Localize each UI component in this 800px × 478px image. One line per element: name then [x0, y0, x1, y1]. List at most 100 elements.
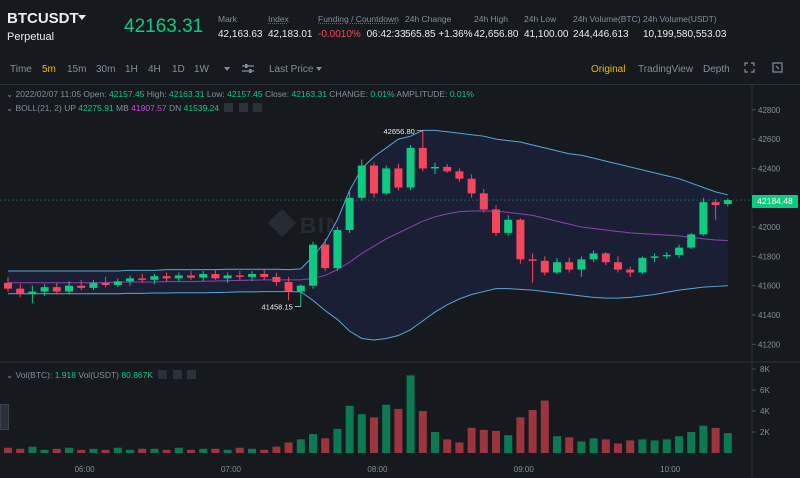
fullscreen-icon[interactable] — [772, 62, 783, 76]
boll-dn-line — [8, 285, 728, 341]
candle-body — [723, 200, 732, 205]
volume-tick-label: 6K — [760, 386, 770, 395]
volume-bar — [638, 439, 647, 453]
price-type-select[interactable]: Last Price — [269, 64, 323, 75]
vol-visibility-icon[interactable] — [158, 370, 168, 379]
boll-close-icon[interactable] — [253, 103, 263, 112]
interval-1w[interactable]: 1W — [194, 64, 209, 75]
stat-value: 42,183.01 — [268, 29, 313, 40]
sidebar-toggle-handle[interactable] — [0, 404, 9, 430]
boll-label: BOLL(21, 2) — [15, 103, 62, 113]
view-tradingview[interactable]: TradingView — [638, 64, 694, 75]
last-price: 42163.31 — [124, 16, 204, 37]
candle-body — [284, 282, 293, 292]
candle-body — [443, 166, 452, 172]
candle-body — [235, 275, 244, 277]
candle-body — [614, 262, 622, 270]
price-tick-label: 42000 — [758, 223, 781, 232]
interval-4h[interactable]: 4H — [148, 64, 161, 75]
interval-1d[interactable]: 1D — [172, 64, 185, 75]
volume-bar — [431, 432, 439, 453]
candle-body — [321, 244, 330, 269]
candle-body — [626, 269, 635, 273]
volume-bar — [345, 405, 354, 453]
stat-label[interactable]: Index — [268, 14, 289, 24]
price-tick-label: 41200 — [758, 340, 781, 349]
candle-body — [272, 276, 281, 283]
vol-btc-value: 1.918 — [54, 370, 76, 380]
boll-up-line — [8, 129, 728, 272]
candle-body — [699, 202, 708, 235]
legend-low: 42157.45 — [227, 89, 263, 99]
vol-settings-icon[interactable] — [172, 370, 182, 379]
price-tick-label: 42400 — [758, 164, 781, 173]
volume-bar — [443, 439, 452, 453]
view-depth[interactable]: Depth — [703, 64, 730, 75]
stat-value: 42,656.80 — [474, 29, 519, 40]
candle-body — [540, 260, 549, 273]
price-tick-label: 42800 — [758, 106, 781, 115]
time-tick-label: 09:00 — [514, 465, 535, 474]
candle-body — [89, 282, 98, 288]
candle-body — [248, 273, 256, 277]
candle-body — [77, 285, 86, 288]
candle-body — [260, 273, 269, 277]
stat-label: 24h High — [474, 14, 509, 24]
vol-close-icon[interactable] — [187, 370, 197, 379]
volume-bar — [382, 404, 391, 453]
candle-body — [187, 275, 195, 278]
indicator-settings-icon[interactable] — [242, 64, 254, 77]
stat-24h-high: 24h High 42,656.80 — [474, 14, 519, 40]
legend-caret-icon[interactable]: ⌄ — [6, 370, 14, 380]
legend-caret-icon[interactable]: ⌄ — [6, 103, 14, 113]
legend-amplitude: 0.01% — [449, 89, 474, 99]
vol-usdt-value: 80.867K — [121, 370, 154, 380]
volume-bar — [333, 428, 342, 453]
price-type-label: Last Price — [269, 64, 314, 75]
funding-rate: -0.0010% — [318, 29, 361, 40]
candle-body — [516, 219, 525, 260]
symbol-name[interactable]: BTCUSDT — [7, 10, 79, 27]
vol-btc-label: Vol(BTC): — [15, 370, 53, 380]
interval-more-icon[interactable] — [221, 64, 230, 75]
interval-5m[interactable]: 5m — [42, 64, 56, 75]
volume-bar — [4, 447, 12, 453]
candle-body — [113, 281, 122, 285]
price-chart[interactable]: BINANCE412004140041600418004200042200424… — [0, 85, 800, 478]
interval-15m[interactable]: 15m — [67, 64, 87, 75]
view-original[interactable]: Original — [591, 64, 626, 75]
stat-value: 10,199,580,553.03 — [643, 29, 727, 40]
volume-bar — [40, 449, 49, 453]
boll-visibility-icon[interactable] — [224, 103, 234, 112]
legend-caret-icon[interactable]: ⌄ — [6, 89, 14, 99]
boll-settings-icon[interactable] — [238, 103, 248, 112]
volume-bar — [113, 447, 122, 453]
volume-tick-label: 8K — [760, 365, 770, 374]
candle-body — [370, 165, 378, 194]
volume-bar — [565, 437, 574, 453]
legend-high-label: High: — [146, 89, 167, 99]
symbol-dropdown-icon[interactable] — [78, 15, 86, 20]
boll-mid-line — [8, 210, 728, 284]
volume-bar — [553, 436, 561, 453]
stat-label[interactable]: Funding / Countdown — [318, 14, 399, 24]
candle-body — [199, 273, 208, 278]
volume-bar — [528, 410, 537, 453]
legend-high: 42163.31 — [169, 89, 205, 99]
candle-body — [406, 147, 415, 188]
stat-value: 565.85 +1.36% — [405, 29, 473, 40]
candle-body — [138, 278, 147, 280]
low-marker-label: 41458.15 — [262, 303, 293, 312]
price-tick-label: 42600 — [758, 135, 781, 144]
volume-bar — [101, 449, 110, 453]
interval-30m[interactable]: 30m — [96, 64, 116, 75]
stat-24h-volume-btc: 24h Volume(BTC) 244,446.613 — [573, 14, 641, 40]
volume-bar — [516, 417, 525, 453]
interval-1h[interactable]: 1H — [125, 64, 138, 75]
stat-value: -0.0010% 06:42:33 — [318, 29, 406, 40]
candle-body — [309, 244, 317, 286]
candle-body — [223, 275, 232, 279]
expand-icon[interactable] — [744, 62, 755, 76]
candle-body — [126, 278, 134, 282]
volume-bar — [309, 434, 317, 453]
